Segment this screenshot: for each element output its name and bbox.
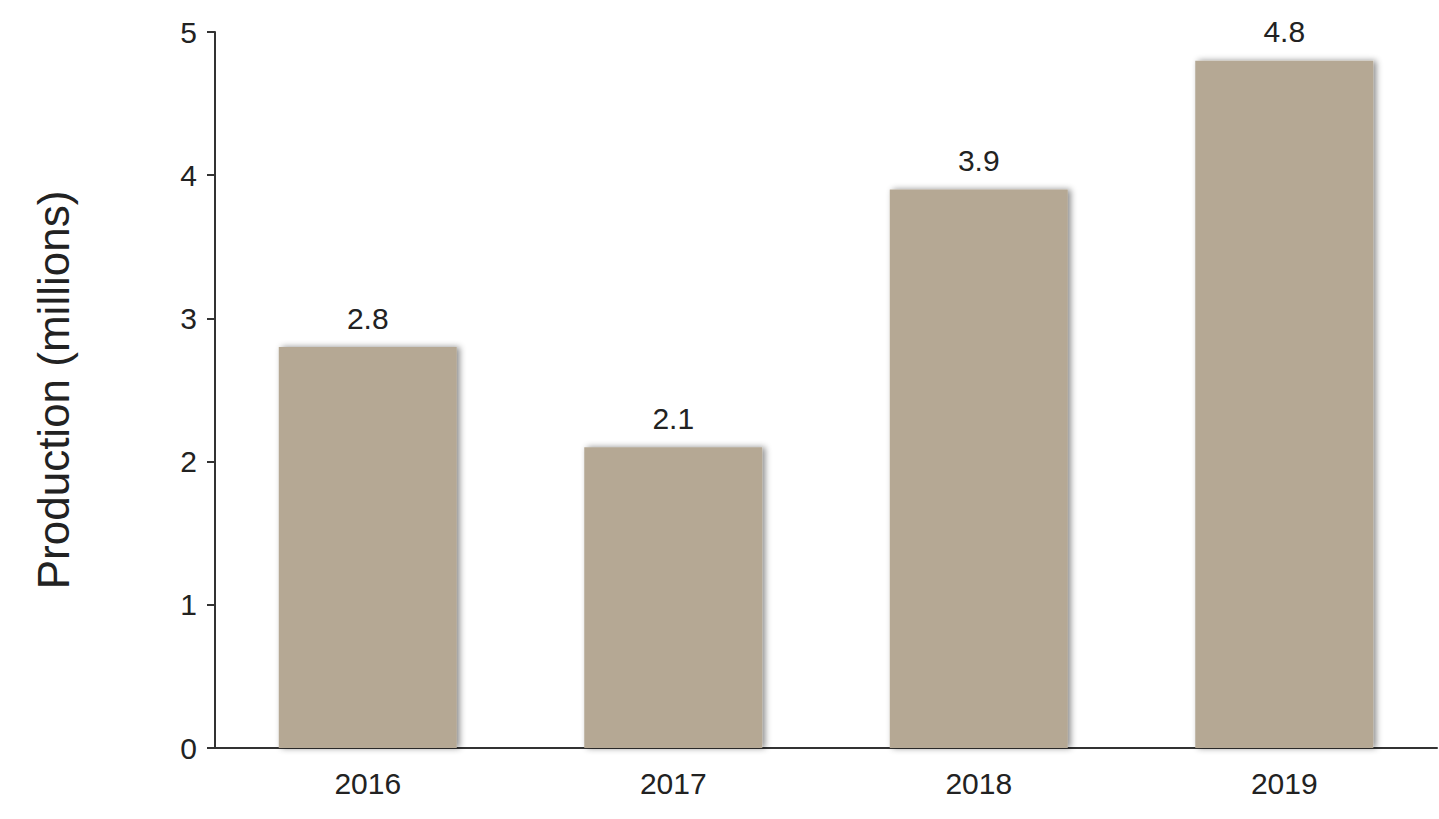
svg-text:3: 3: [180, 302, 197, 335]
svg-text:Production (millions): Production (millions): [29, 191, 78, 590]
svg-text:2018: 2018: [945, 767, 1012, 800]
svg-text:2019: 2019: [1251, 767, 1318, 800]
svg-text:2.1: 2.1: [652, 402, 694, 435]
svg-text:4.8: 4.8: [1263, 15, 1305, 48]
svg-text:2.8: 2.8: [347, 302, 389, 335]
svg-text:5: 5: [180, 16, 197, 49]
svg-text:2017: 2017: [640, 767, 707, 800]
svg-text:4: 4: [180, 159, 197, 192]
svg-text:1: 1: [180, 588, 197, 621]
svg-text:2016: 2016: [334, 767, 401, 800]
svg-text:0: 0: [180, 732, 197, 765]
svg-text:3.9: 3.9: [958, 144, 1000, 177]
svg-text:2: 2: [180, 445, 197, 478]
